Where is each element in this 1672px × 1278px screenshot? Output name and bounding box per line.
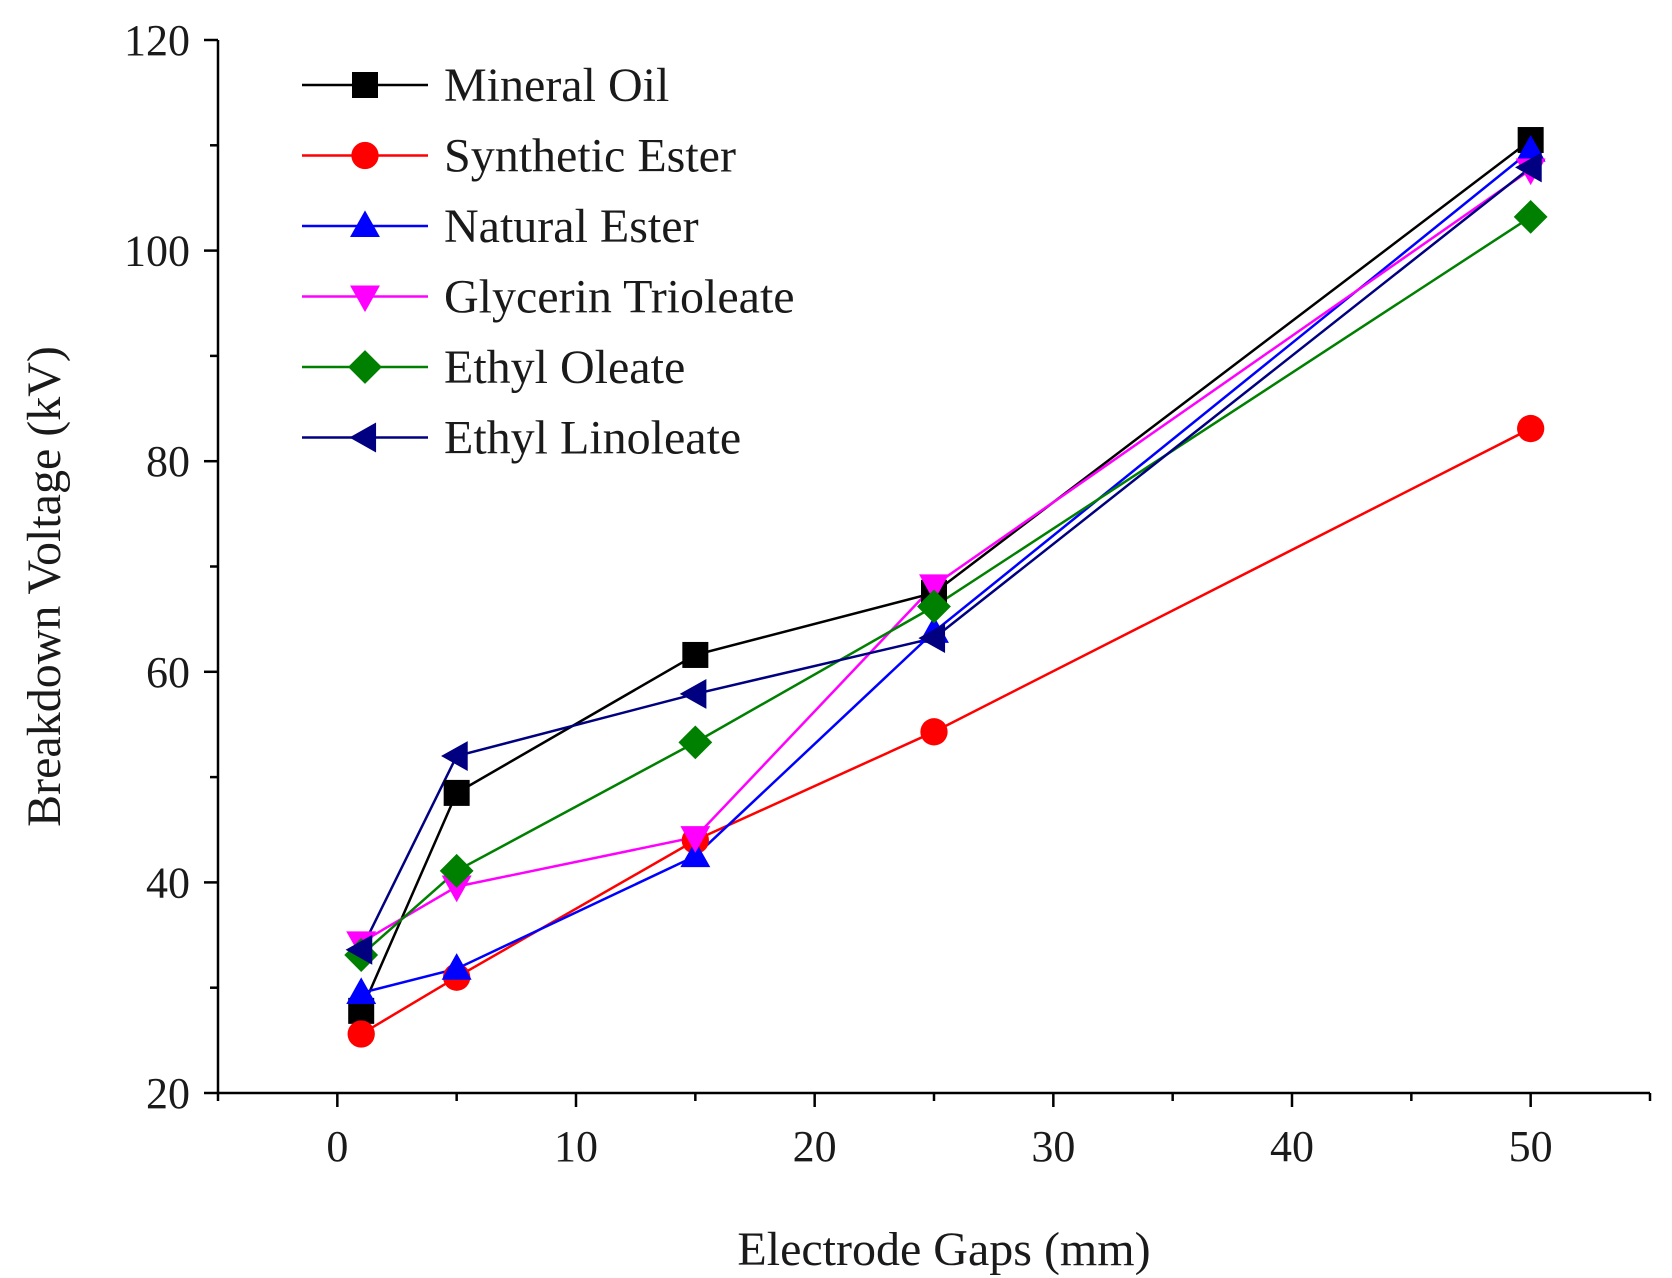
y-tick-label: 40 [146, 858, 190, 907]
data-point-synthetic-ester [347, 1020, 375, 1048]
data-point-ethyl-linoleate [918, 623, 946, 654]
legend-label-mineral-oil: Mineral Oil [444, 59, 669, 112]
y-tick-label: 120 [124, 16, 190, 65]
data-point-natural-ester [441, 953, 472, 980]
data-point-mineral-oil [682, 641, 709, 668]
legend-marker-ethyl-linoleate [349, 422, 377, 453]
axes-group: 20 40 60 80 100 120 0 10 20 30 40 50 [124, 16, 1652, 1171]
x-tick-label: 20 [793, 1122, 837, 1171]
legend-label-glycerin-trioleate: Glycerin Trioleate [444, 271, 795, 324]
data-point-ethyl-oleate [439, 853, 474, 888]
y-tick-label: 60 [146, 648, 190, 697]
y-tick-label: 100 [124, 227, 190, 276]
legend-label-synthetic-ester: Synthetic Ester [444, 130, 736, 183]
data-point-synthetic-ester [1517, 414, 1545, 443]
data-point-synthetic-ester [920, 718, 948, 746]
data-point-ethyl-oleate [1513, 200, 1548, 234]
y-tick-label: 20 [146, 1069, 190, 1118]
legend-marker-ethyl-oleate [348, 350, 382, 384]
legend-label-ethyl-linoleate: Ethyl Linoleate [444, 412, 741, 465]
data-point-glycerin-trioleate [441, 875, 472, 903]
legend-marker-synthetic-ester [351, 141, 379, 170]
x-tick-label: 0 [326, 1122, 348, 1171]
data-point-ethyl-linoleate [679, 678, 707, 709]
y-tick-label: 80 [146, 437, 190, 486]
data-point-ethyl-linoleate [345, 934, 373, 965]
x-tick-label: 40 [1270, 1122, 1314, 1171]
data-point-glycerin-trioleate [680, 826, 711, 853]
y-axis-title: Breakdown Voltage (kV) [18, 346, 71, 827]
legend-label-natural-ester: Natural Ester [444, 200, 699, 253]
legend: Mineral Oil Synthetic Ester Natural Ester G… [302, 59, 795, 465]
data-point-natural-ester [346, 977, 377, 1005]
legend-marker-natural-ester [350, 210, 380, 238]
x-tick-label: 10 [554, 1122, 598, 1171]
data-point-ethyl-linoleate [441, 741, 468, 771]
series-markers-group [344, 127, 1548, 1048]
legend-label-ethyl-oleate: Ethyl Oleate [444, 341, 685, 394]
data-point-ethyl-linoleate [1515, 152, 1542, 183]
data-point-natural-ester [680, 840, 711, 868]
data-point-ethyl-oleate [678, 725, 713, 760]
data-point-ethyl-oleate [917, 589, 951, 624]
x-tick-label: 50 [1509, 1122, 1553, 1171]
data-point-mineral-oil [443, 779, 470, 806]
legend-marker-glycerin-trioleate [350, 285, 380, 313]
data-point-glycerin-trioleate [919, 574, 949, 602]
x-tick-label: 30 [1031, 1122, 1075, 1171]
legend-marker-mineral-oil [352, 72, 378, 98]
x-axis-title: Electrode Gaps (mm) [737, 1223, 1150, 1276]
